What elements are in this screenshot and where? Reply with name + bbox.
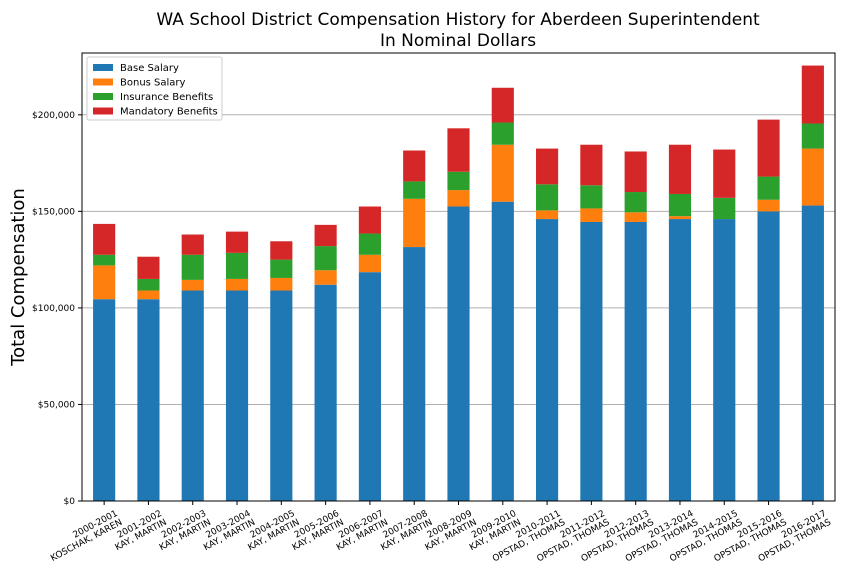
bars bbox=[93, 65, 824, 502]
bar-segment bbox=[137, 290, 160, 300]
bar-segment bbox=[536, 210, 559, 220]
bar-segment bbox=[314, 224, 337, 247]
bar-segment bbox=[447, 206, 470, 501]
legend-swatch bbox=[93, 93, 113, 100]
bar-segment bbox=[137, 278, 160, 291]
bar-segment bbox=[93, 254, 116, 266]
bar-segment bbox=[270, 259, 293, 278]
bar-segment bbox=[757, 176, 780, 200]
bar-segment bbox=[403, 198, 426, 248]
bar-segment bbox=[181, 234, 204, 255]
bar-segment bbox=[447, 128, 470, 172]
y-tick-label: $100,000 bbox=[32, 304, 75, 314]
bar-segment bbox=[403, 247, 426, 501]
bar-segment bbox=[668, 193, 692, 217]
legend-label: Mandatory Benefits bbox=[120, 107, 218, 118]
bar-segment bbox=[491, 144, 514, 202]
bar-segment bbox=[580, 144, 603, 186]
bar-segment bbox=[403, 181, 426, 199]
bar-segment bbox=[225, 231, 249, 253]
bar-segment bbox=[580, 221, 603, 501]
legend-swatch bbox=[93, 107, 113, 115]
legend-label: Bonus Salary bbox=[120, 78, 186, 89]
bar-segment bbox=[225, 290, 249, 501]
bar-segment bbox=[358, 206, 381, 234]
bar-segment bbox=[447, 171, 470, 191]
y-tick-label: $0 bbox=[64, 497, 76, 507]
y-tick-label: $150,000 bbox=[32, 207, 75, 217]
chart-subtitle: In Nominal Dollars bbox=[380, 31, 536, 51]
bar-segment bbox=[93, 265, 116, 300]
bar-segment bbox=[491, 201, 514, 502]
bar-segment bbox=[358, 272, 381, 501]
bar-segment bbox=[624, 212, 647, 222]
bar-segment bbox=[447, 190, 470, 207]
bar-segment bbox=[225, 252, 249, 279]
bar-segment bbox=[225, 278, 249, 291]
chart-title: WA School District Compensation History … bbox=[156, 10, 760, 30]
bar-segment bbox=[403, 150, 426, 182]
bar-segment bbox=[668, 216, 692, 220]
bar-segment bbox=[801, 205, 824, 501]
bar-segment bbox=[358, 233, 381, 255]
legend-label: Base Salary bbox=[120, 63, 179, 74]
bar-segment bbox=[757, 211, 780, 501]
bar-segment bbox=[270, 290, 293, 501]
bar-segment bbox=[536, 219, 559, 501]
bar-segment bbox=[536, 184, 559, 211]
bar-segment bbox=[181, 279, 204, 291]
bar-segment bbox=[624, 221, 647, 501]
y-tick-label: $50,000 bbox=[38, 400, 75, 410]
bar-segment bbox=[757, 199, 780, 212]
plot-frame bbox=[81, 52, 836, 502]
bar-segment bbox=[181, 254, 204, 280]
bar-segment bbox=[536, 148, 559, 185]
bar-segment bbox=[314, 270, 337, 285]
bar-segment bbox=[137, 256, 160, 279]
bar-segment bbox=[668, 144, 692, 194]
bar-segment bbox=[580, 208, 603, 222]
bar-segment bbox=[270, 277, 293, 291]
bar-segment bbox=[93, 223, 116, 255]
y-axis-label: Total Compensation bbox=[8, 188, 29, 367]
bar-segment bbox=[270, 241, 293, 260]
bar-segment bbox=[624, 151, 647, 193]
bar-segment bbox=[801, 65, 824, 124]
bar-segment bbox=[314, 246, 337, 271]
bar-segment bbox=[491, 122, 514, 145]
x-tick-label: 2000-2001KOSCHAK, KAREN bbox=[45, 509, 125, 564]
legend-swatch bbox=[93, 64, 113, 71]
bar-segment bbox=[713, 197, 736, 220]
bar-segment bbox=[713, 219, 736, 501]
bar-segment bbox=[358, 254, 381, 273]
bar-segment bbox=[668, 219, 692, 501]
bar-segment bbox=[801, 148, 824, 206]
y-tick-label: $200,000 bbox=[32, 111, 75, 121]
bar-segment bbox=[314, 284, 337, 501]
bar-segment bbox=[181, 290, 204, 501]
bar-segment bbox=[491, 87, 514, 123]
bar-segment bbox=[801, 123, 824, 149]
legend: Base Salary Bonus Salary Insurance Benefit… bbox=[86, 56, 223, 121]
legend-label: Insurance Benefits bbox=[120, 92, 213, 103]
y-axis: $0 $50,000 $100,000 $150,000 $200,000 bbox=[32, 111, 82, 507]
bar-segment bbox=[713, 149, 736, 198]
bar-segment bbox=[624, 192, 647, 213]
bar-segment bbox=[137, 299, 160, 501]
legend-swatch bbox=[93, 78, 113, 86]
legend-box bbox=[86, 56, 223, 121]
bar-segment bbox=[93, 299, 116, 501]
bar-segment bbox=[580, 185, 603, 209]
bar-segment bbox=[757, 119, 780, 177]
